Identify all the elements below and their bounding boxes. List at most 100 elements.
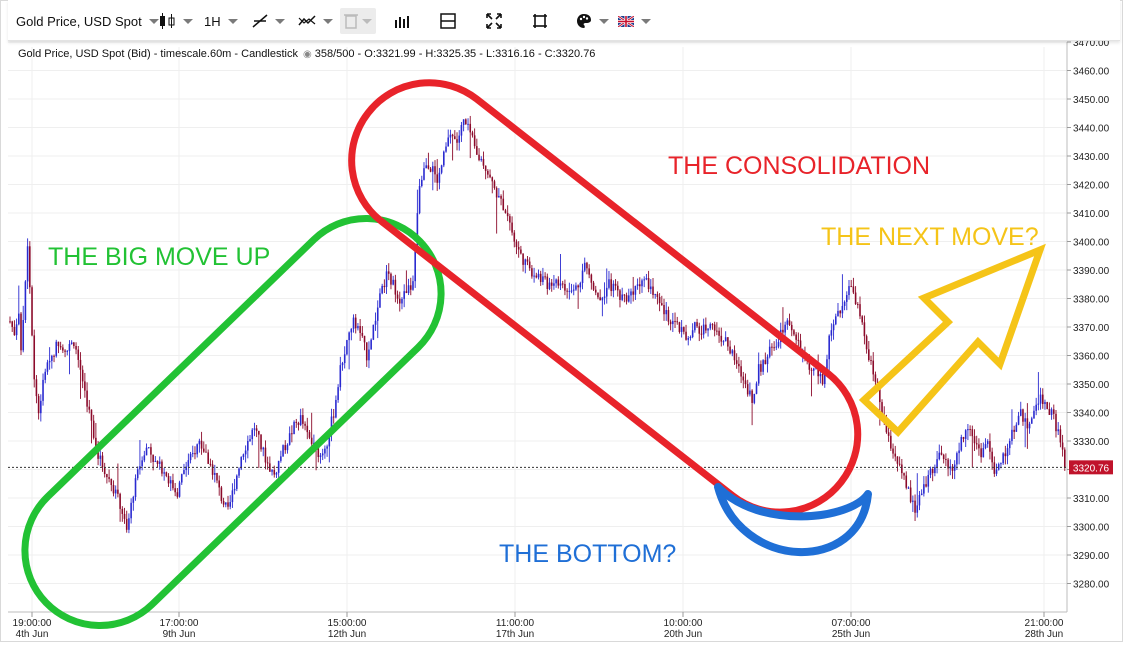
candle-body: [978, 444, 980, 449]
candle-body: [304, 423, 306, 426]
candle-body: [854, 292, 857, 305]
bottom-arc: [714, 483, 872, 557]
x-tick-time: 19:00:00: [13, 618, 52, 629]
candle-body: [887, 432, 890, 436]
candle-body: [698, 326, 701, 334]
y-tick-label: 3440.00: [1073, 124, 1110, 135]
candle-body: [788, 320, 791, 325]
candle-body: [398, 298, 401, 304]
candle-body: [403, 291, 405, 299]
big-move-ellipse: [21, 214, 445, 630]
candle-body: [374, 320, 377, 325]
chart-type-button[interactable]: [158, 8, 193, 34]
candle-body: [711, 324, 714, 326]
candle-body: [172, 480, 174, 489]
candle-body: [544, 276, 546, 278]
candle-body: [870, 359, 872, 361]
candle-body: [506, 213, 509, 217]
candle-body: [938, 452, 941, 460]
chevron-down-icon: [599, 18, 609, 24]
candle-body: [24, 281, 27, 320]
candle-body: [542, 276, 544, 283]
delete-button[interactable]: [340, 8, 376, 34]
indicators-button[interactable]: [298, 8, 333, 34]
candle-body: [209, 463, 212, 465]
candle-body: [901, 464, 903, 474]
language-button[interactable]: [618, 8, 651, 34]
candle-body: [716, 330, 718, 332]
chevron-down-icon: [323, 18, 333, 24]
candle-body: [705, 324, 707, 331]
candle-body: [317, 446, 320, 458]
candle-body: [306, 425, 309, 433]
candle-body: [986, 441, 989, 445]
candle-body: [84, 381, 86, 391]
fullscreen-button[interactable]: [486, 8, 502, 34]
candle-body: [29, 246, 31, 288]
theme-button[interactable]: [576, 8, 609, 34]
candle-body: [379, 293, 381, 308]
candle-body: [416, 213, 419, 248]
timeframe-button[interactable]: 1H: [204, 8, 238, 34]
candle-body: [1028, 423, 1031, 429]
candle-body: [810, 369, 813, 371]
candle-body: [121, 508, 124, 514]
candle-body: [630, 291, 632, 296]
candle-body: [152, 454, 154, 462]
candle-body: [817, 366, 819, 377]
layout-button[interactable]: [440, 8, 456, 34]
candle-body: [143, 455, 146, 461]
candle-body: [834, 316, 837, 325]
candle-body: [207, 452, 209, 464]
candle-body: [879, 387, 881, 403]
candle-body: [812, 368, 815, 371]
candle-body: [425, 165, 427, 169]
candle-body: [912, 500, 914, 502]
candle-body: [484, 165, 487, 171]
candle-body: [612, 283, 615, 292]
candle-body: [40, 400, 42, 414]
candle-body: [808, 359, 811, 370]
candle-body: [62, 347, 64, 351]
candle-body: [868, 349, 870, 360]
candle-body: [114, 489, 117, 494]
candle-body: [271, 470, 273, 472]
candle-body: [469, 123, 472, 133]
bar-counter: 358/500: [314, 48, 355, 60]
candle-body: [443, 151, 445, 166]
volume-button[interactable]: [395, 8, 409, 34]
eye-icon[interactable]: ◉: [302, 49, 312, 60]
draw-line-button[interactable]: [252, 8, 285, 34]
x-tick-date: 28th Jun: [1025, 629, 1063, 640]
candle-body: [656, 294, 659, 297]
candle-body: [678, 322, 681, 332]
candle-body: [220, 487, 223, 502]
candle-body: [75, 346, 77, 350]
candle-body: [205, 451, 207, 453]
candle-body: [51, 355, 53, 361]
instrument-selector[interactable]: Gold Price, USD Spot: [16, 8, 159, 34]
candle-body: [984, 444, 987, 449]
candle-body: [90, 409, 93, 421]
x-tick-date: 12th Jun: [328, 629, 366, 640]
candle-body: [841, 305, 844, 314]
ohlc-readout: - O:3321.99 - H:3325.35 - L:3316.16 - C:…: [357, 48, 596, 60]
candle-body: [1050, 409, 1053, 415]
candle-body: [108, 477, 110, 479]
candle-body: [213, 472, 216, 475]
candle-body: [616, 285, 619, 291]
candle-body: [174, 488, 176, 493]
candle-body: [381, 285, 383, 294]
candle-body: [623, 294, 626, 296]
chevron-down-icon: [148, 18, 159, 24]
chart-header: Gold Price, USD Spot (Bid) - timescale.6…: [18, 48, 595, 60]
candle-body: [665, 310, 668, 315]
candle-body: [663, 304, 665, 315]
candle-body: [1022, 409, 1024, 422]
candle-body: [916, 505, 919, 513]
x-tick-time: 11:00:00: [496, 618, 535, 629]
fit-button[interactable]: [532, 8, 548, 34]
y-tick-label: 3400.00: [1073, 238, 1110, 249]
